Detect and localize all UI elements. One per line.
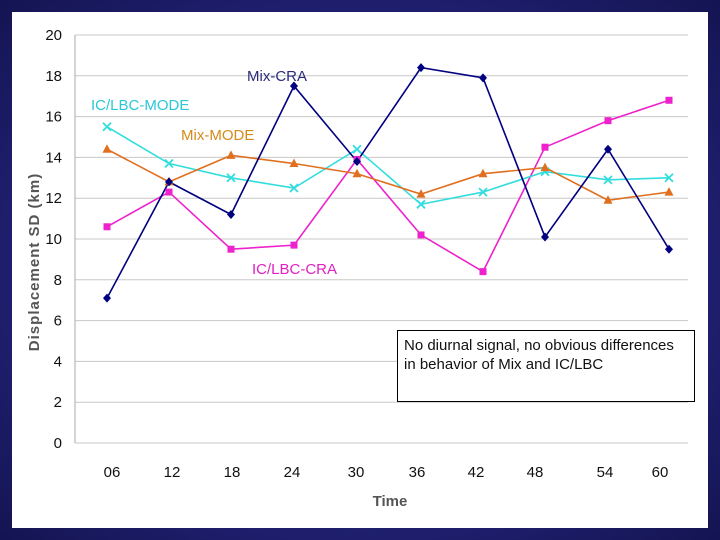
x-tick-label: 42 — [468, 464, 485, 481]
chart-panel: 0 2 4 6 8 10 12 14 16 18 20 06 12 18 24 30 36 42 48 54 60 M… — [12, 12, 708, 528]
data-point-mix-mode — [478, 168, 488, 178]
series-label-mix-cra: Mix-CRA — [247, 68, 307, 85]
y-tick-label: 0 — [54, 435, 62, 452]
data-point-mix-cra — [665, 244, 673, 254]
data-point-mix-mode — [416, 189, 426, 198]
data-point-ic-lbc-mode — [289, 183, 299, 193]
series-labels: Mix-CRA IC/LBC-MODE Mix-MODE IC/LBC-CRA — [91, 68, 337, 278]
x-tick-label: 54 — [597, 464, 614, 481]
y-axis-title: Displacement SD (km) — [26, 173, 43, 351]
data-point-ic-lbc-cra — [103, 223, 111, 231]
series-markers — [102, 63, 674, 303]
y-tick-label: 20 — [45, 27, 62, 44]
series-label-mix-mode: Mix-MODE — [181, 127, 254, 144]
gridlines — [74, 34, 688, 444]
y-tick-label: 8 — [54, 272, 62, 289]
data-point-mix-cra — [604, 144, 612, 154]
data-point-ic-lbc-mode — [664, 173, 674, 183]
data-point-ic-lbc-cra — [417, 231, 425, 239]
y-tick-labels: 0 2 4 6 8 10 12 14 16 18 20 — [45, 27, 62, 452]
data-point-mix-cra — [417, 63, 425, 73]
data-point-mix-cra — [165, 177, 173, 187]
data-point-mix-cra — [353, 156, 361, 166]
y-tick-label: 18 — [45, 68, 62, 85]
y-tick-label: 2 — [54, 394, 62, 411]
y-tick-label: 6 — [54, 313, 62, 330]
data-point-ic-lbc-mode — [416, 199, 426, 209]
data-point-mix-mode — [664, 187, 674, 196]
data-point-ic-lbc-mode — [352, 144, 362, 154]
x-axis-title: Time — [373, 493, 408, 510]
series-line-mix-cra — [106, 66, 670, 299]
x-tick-label: 30 — [348, 464, 365, 481]
data-point-ic-lbc-mode — [603, 175, 613, 185]
x-tick-label: 18 — [224, 464, 241, 481]
y-tick-label: 14 — [45, 149, 62, 166]
series-lines — [106, 66, 670, 299]
x-tick-labels: 06 12 18 24 30 36 42 48 54 60 — [104, 464, 669, 481]
data-point-mix-mode — [102, 144, 112, 153]
data-point-mix-cra — [103, 293, 111, 303]
data-point-mix-cra — [227, 210, 235, 220]
x-tick-label: 24 — [284, 464, 301, 481]
data-point-mix-cra — [290, 81, 298, 91]
annotation-box: No diurnal signal, no obvious difference… — [397, 330, 695, 402]
x-tick-label: 60 — [652, 464, 669, 481]
data-point-ic-lbc-mode — [102, 122, 112, 132]
series-line-mix-mode — [106, 148, 670, 202]
data-point-ic-lbc-mode — [478, 187, 488, 197]
data-point-ic-lbc-mode — [226, 173, 236, 183]
y-tick-label: 16 — [45, 109, 62, 126]
data-point-ic-lbc-cra — [541, 143, 549, 151]
data-point-ic-lbc-cra — [604, 117, 612, 125]
x-tick-label: 12 — [164, 464, 181, 481]
data-point-ic-lbc-mode — [164, 158, 174, 169]
x-tick-label: 06 — [104, 464, 121, 481]
data-point-mix-mode — [352, 168, 362, 178]
y-tick-label: 10 — [45, 231, 62, 248]
y-tick-label: 12 — [45, 190, 62, 207]
data-point-mix-mode — [226, 150, 236, 159]
data-point-ic-lbc-cra — [665, 96, 673, 104]
data-point-mix-mode — [603, 195, 613, 204]
x-tick-label: 48 — [527, 464, 544, 481]
y-tick-label: 4 — [54, 353, 62, 370]
x-tick-label: 36 — [409, 464, 426, 481]
data-point-ic-lbc-cra — [165, 188, 173, 196]
series-label-ic-lbc-mode: IC/LBC-MODE — [91, 97, 189, 114]
data-point-mix-cra — [479, 73, 487, 83]
data-point-ic-lbc-cra — [290, 241, 298, 249]
data-point-ic-lbc-cra — [479, 268, 487, 276]
series-line-ic-lbc-mode — [106, 126, 670, 206]
data-point-mix-mode — [289, 158, 299, 168]
data-point-mix-cra — [541, 232, 549, 242]
data-point-ic-lbc-cra — [227, 245, 235, 253]
series-line-ic-lbc-cra — [106, 99, 670, 273]
data-point-mix-mode — [540, 162, 550, 172]
series-label-ic-lbc-cra: IC/LBC-CRA — [252, 261, 337, 278]
